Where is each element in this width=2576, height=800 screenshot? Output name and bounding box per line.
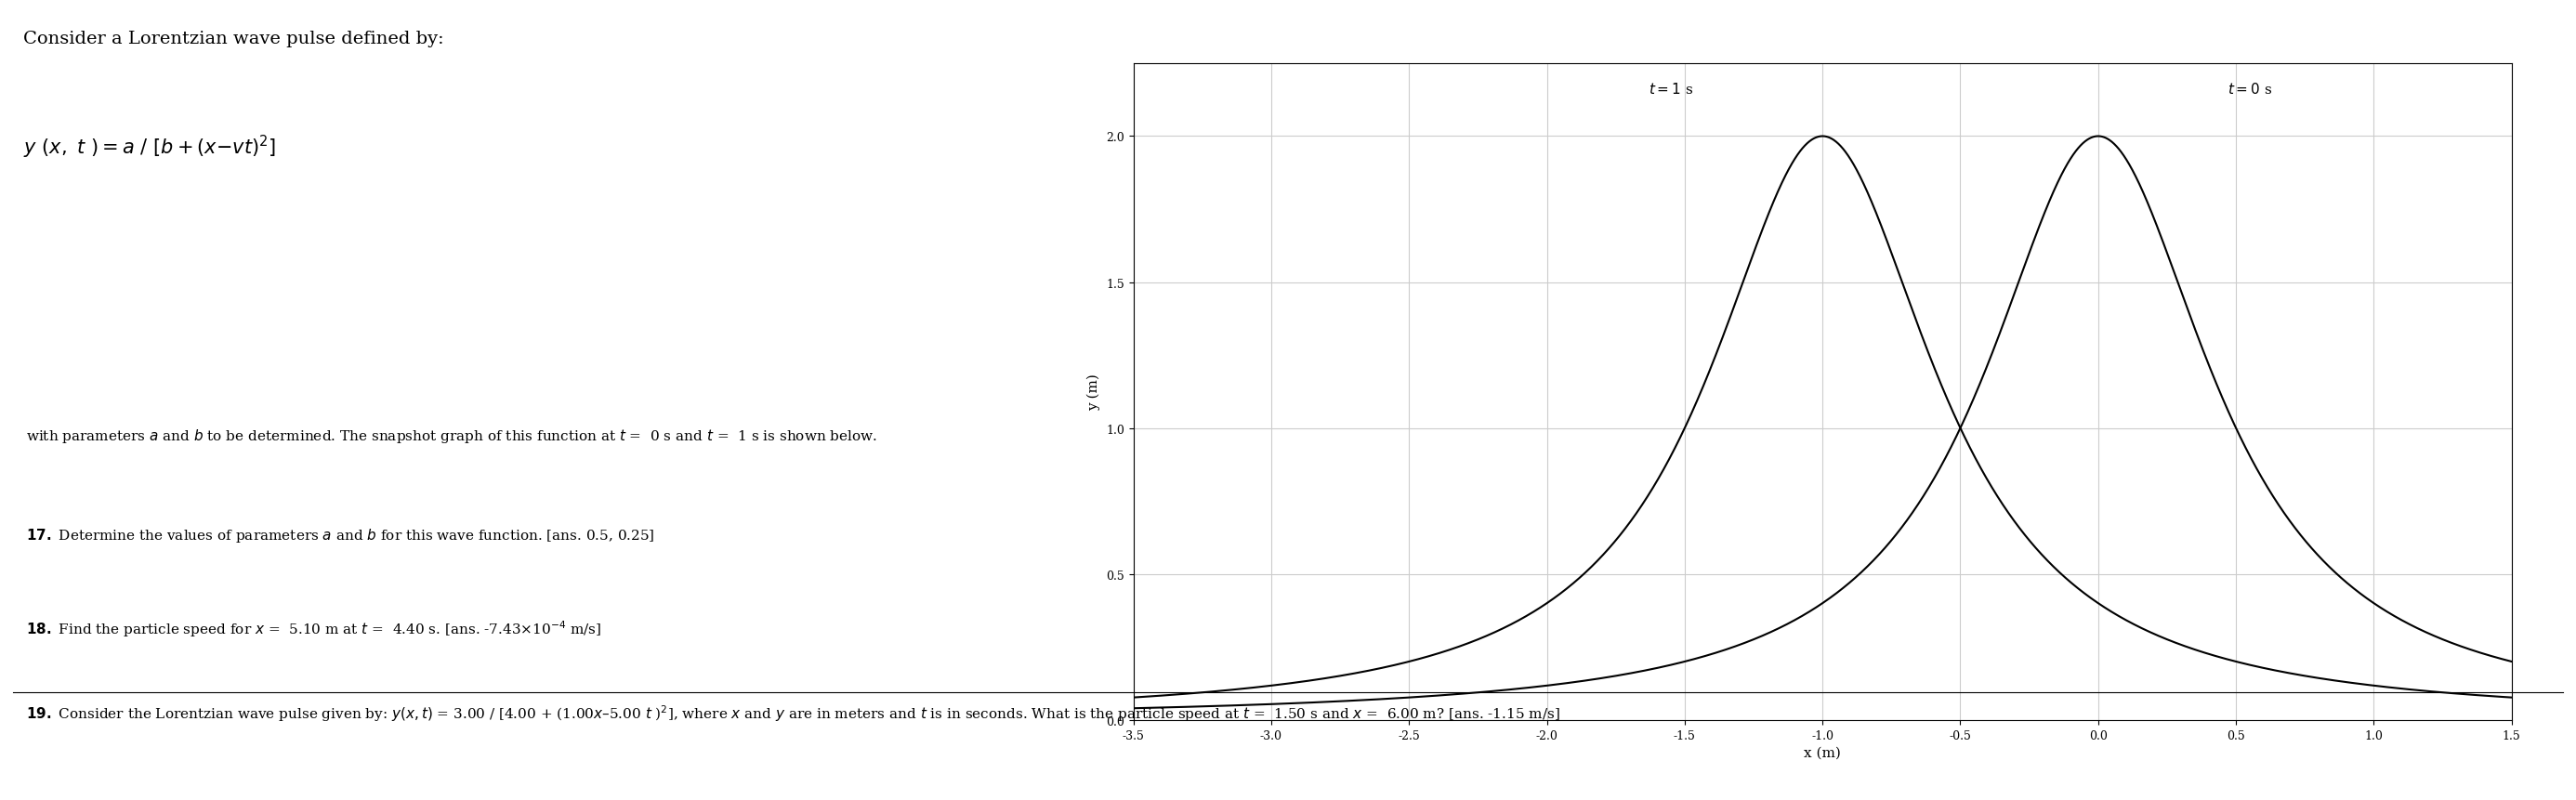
X-axis label: x (m): x (m) — [1803, 746, 1842, 759]
Text: Consider a Lorentzian wave pulse defined by:: Consider a Lorentzian wave pulse defined… — [23, 30, 443, 47]
Text: $\mathbf{18.}$ Find the particle speed for $x$ =  5.10 m at $t$ =  4.40 s. [ans.: $\mathbf{18.}$ Find the particle speed f… — [26, 618, 600, 638]
Text: $y\ (x,\ t\ ) = a\ /\ [b+(x\mathrm{-}vt)^2]$: $y\ (x,\ t\ ) = a\ /\ [b+(x\mathrm{-}vt)… — [23, 134, 276, 161]
Text: $\mathbf{17.}$ Determine the values of parameters $a$ and $b$ for this wave func: $\mathbf{17.}$ Determine the values of p… — [26, 526, 654, 544]
Y-axis label: y (m): y (m) — [1087, 374, 1100, 410]
Text: $t = 1$ s: $t = 1$ s — [1649, 82, 1692, 96]
Text: $t = 0$ s: $t = 0$ s — [2228, 82, 2272, 96]
Text: with parameters $a$ and $b$ to be determined. The snapshot graph of this functio: with parameters $a$ and $b$ to be determ… — [26, 427, 876, 445]
Text: $\mathbf{19.}$ Consider the Lorentzian wave pulse given by: $y(x,t)$ = 3.00 / [4: $\mathbf{19.}$ Consider the Lorentzian w… — [26, 703, 1558, 723]
